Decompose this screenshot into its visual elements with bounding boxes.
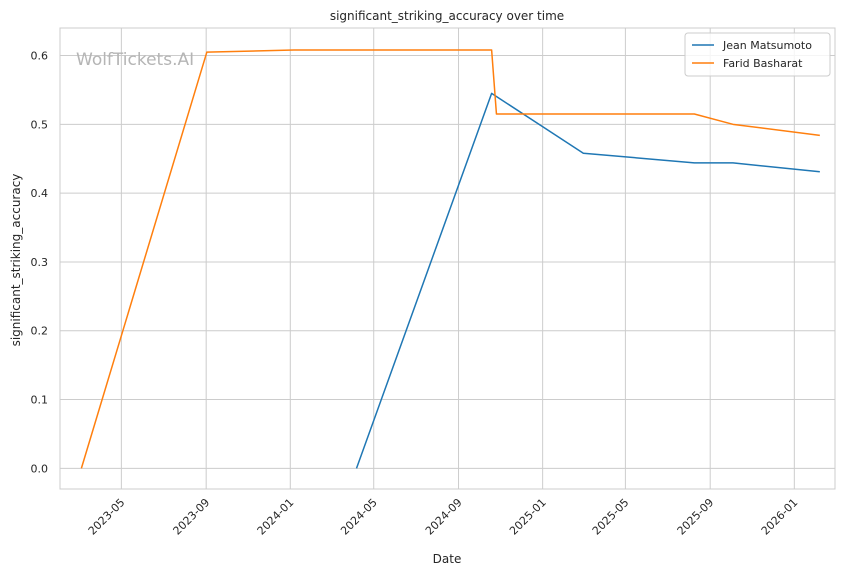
- y-tick-label: 0.5: [31, 118, 49, 131]
- y-tick-label: 0.3: [31, 256, 49, 269]
- y-tick-label: 0.4: [31, 187, 49, 200]
- y-tick-label: 0.6: [31, 50, 49, 63]
- chart-title: significant_striking_accuracy over time: [330, 9, 564, 23]
- y-tick-label: 0.1: [31, 394, 49, 407]
- x-grid: [120, 28, 795, 489]
- plot-area: [60, 28, 835, 489]
- x-axis-label: Date: [433, 552, 462, 566]
- legend: Jean Matsumoto Farid Basharat: [684, 32, 831, 77]
- y-grid: [60, 55, 835, 469]
- watermark: WolfTickets.AI: [76, 50, 194, 70]
- series-line-jean-matsumoto: [355, 92, 820, 469]
- y-axis-label: significant_striking_accuracy: [9, 174, 23, 347]
- legend-label-farid-basharat: Farid Basharat: [723, 57, 803, 70]
- series-line-farid-basharat: [80, 49, 820, 469]
- legend-label-jean-matsumoto: Jean Matsumoto: [722, 39, 812, 52]
- y-tick-labels: 0.0 0.1 0.2 0.3 0.4 0.5 0.6: [31, 50, 49, 476]
- y-tick-label: 0.0: [31, 462, 49, 475]
- series-lines: [80, 49, 820, 469]
- legend-box: [684, 32, 831, 77]
- plot-frame: [59, 27, 836, 490]
- y-tick-label: 0.2: [31, 325, 49, 338]
